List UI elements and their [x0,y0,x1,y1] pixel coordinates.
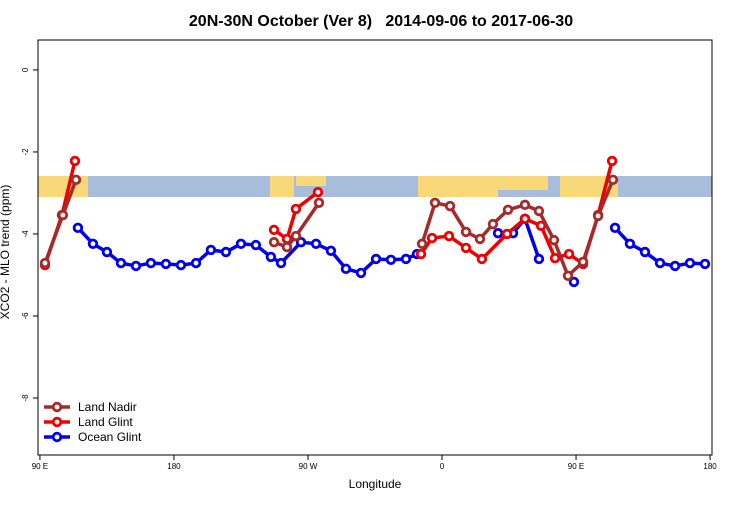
legend-marker [51,431,63,443]
point [519,213,531,224]
x-tick-label: 0 [440,462,445,471]
point [415,248,427,260]
point [175,259,187,271]
x-tick-label: 90 E [32,462,48,471]
legend-marker [51,416,63,428]
point [444,200,456,212]
point [325,245,337,256]
point [72,222,84,234]
point [340,263,352,275]
x-axis-label: Longitude [349,477,402,491]
y-tick-label: 0 [21,67,30,72]
y-tick-label: -8 [21,394,30,402]
point [313,197,325,209]
point [190,257,202,269]
point [502,204,514,215]
point [160,258,172,270]
point [519,199,531,211]
point [654,257,666,269]
point [268,224,280,236]
point [220,246,232,258]
point [39,257,51,269]
point [370,253,382,265]
point [607,174,619,186]
point [268,236,280,248]
x-tick-label: 90 E [568,462,584,471]
legend-label: Land Glint [78,415,133,429]
point [101,246,113,258]
point [609,222,621,234]
point [355,267,367,279]
point [563,248,575,260]
point [549,252,561,264]
x-tick-label: 180 [703,462,717,471]
y-tick-label: -2 [21,148,30,156]
point [385,254,397,266]
point [548,234,560,246]
point [606,155,618,167]
point [474,233,486,245]
legend-label: Ocean Glint [78,430,142,444]
point [562,270,574,281]
point [115,257,127,269]
point [568,276,580,288]
point [70,174,82,186]
point [281,241,293,253]
y-tick-label: -4 [21,230,30,238]
point [416,238,428,250]
point [487,218,499,230]
point [476,253,488,265]
point [69,155,81,167]
point [443,230,455,242]
point [295,236,307,248]
point [699,258,711,270]
point [639,246,651,258]
point [400,253,412,265]
point [460,242,472,254]
point [426,232,438,244]
legend-label: Land Nadir [78,400,137,414]
point [310,238,322,250]
x-tick-label: 180 [167,462,181,471]
y-tick-label: -6 [21,312,30,320]
point [669,260,681,272]
point [145,257,157,269]
point [57,209,69,221]
x-tick-label: 90 W [299,462,318,471]
point [684,257,696,269]
plot-frame [37,39,713,456]
point [130,260,142,272]
point [577,256,589,268]
point [275,257,287,269]
y-axis-label: XCO2 - MLO trend (ppm) [0,185,12,320]
point [533,253,545,265]
point [290,203,302,215]
point [250,239,262,251]
point [501,228,513,240]
point [592,210,604,222]
point [205,244,217,256]
point [265,251,277,263]
point [290,230,302,242]
point [460,226,472,238]
point [235,238,247,250]
point [87,238,99,250]
point [492,227,504,239]
chart-title: 20N-30N October (Ver 8) 2014-09-06 to 20… [189,13,573,30]
point [624,238,636,250]
legend-marker [51,401,63,413]
point [533,205,545,217]
point [429,197,441,209]
point [312,186,324,198]
